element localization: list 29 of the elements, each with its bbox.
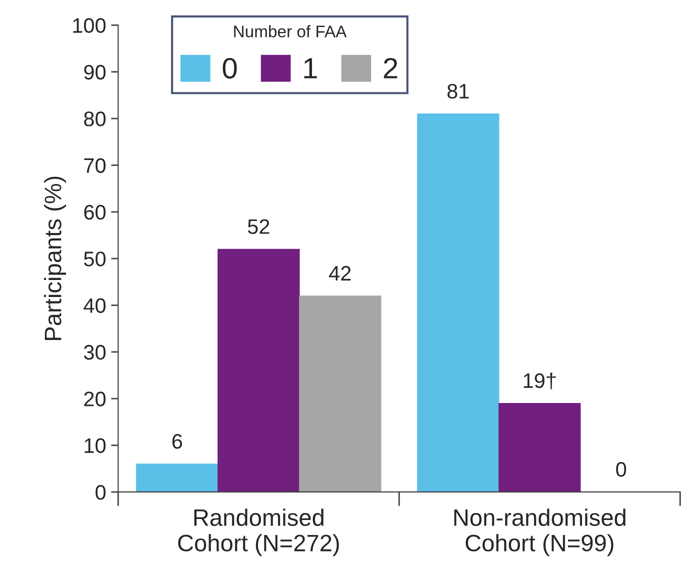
data-label: 52 — [248, 219, 270, 234]
data-label: 6 — [172, 434, 182, 449]
data-label: 81 — [447, 84, 469, 99]
y-tick-label: 70 — [84, 158, 106, 173]
legend-title: Number of FAA — [234, 25, 347, 38]
y-tick-label: 50 — [84, 252, 106, 266]
y-tick-label: 20 — [84, 392, 106, 406]
data-label: 19† — [524, 372, 556, 390]
y-tick-label: 90 — [84, 64, 106, 80]
y-tick-label: 0 — [96, 484, 106, 500]
y-axis-title: Participants (%) — [44, 176, 66, 340]
bar — [417, 114, 500, 492]
y-tick-label: 80 — [84, 112, 106, 126]
bar — [498, 402, 581, 492]
y-tick-label: 60 — [84, 204, 106, 220]
y-tick-label: 10 — [84, 438, 106, 454]
bar — [218, 248, 300, 492]
legend-label: 1 — [304, 58, 317, 78]
bar — [136, 464, 218, 492]
legend-label: 0 — [222, 58, 237, 79]
legend-label: 2 — [384, 58, 398, 78]
y-tick-label: 30 — [84, 344, 106, 360]
data-label: 42 — [329, 266, 351, 280]
y-tick-label: 40 — [84, 298, 106, 314]
x-tick-label: Non-randomised Cohort (N=99) — [454, 508, 626, 556]
x-tick-label: Randomised Cohort (N=272) — [178, 508, 339, 556]
data-label: 0 — [616, 462, 626, 477]
y-tick-label: 100 — [73, 18, 106, 33]
bar — [299, 296, 382, 492]
